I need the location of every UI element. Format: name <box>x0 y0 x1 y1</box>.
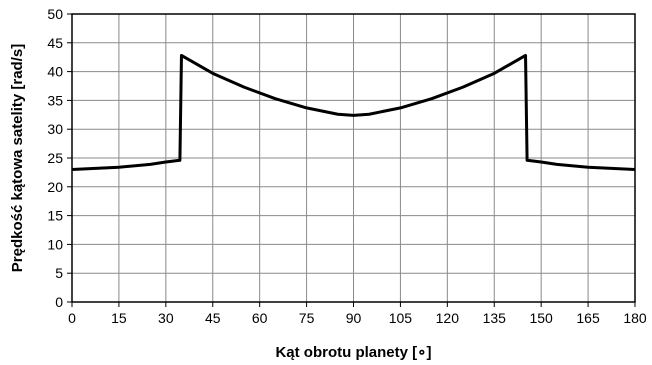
x-tick-label: 75 <box>299 310 315 326</box>
x-tick-label: 45 <box>205 310 221 326</box>
y-tick-label: 0 <box>55 294 63 310</box>
y-axis-title: Prędkość kątowa satelity [rad/s] <box>9 44 26 272</box>
x-axis-title: Kąt obrotu planety [∘] <box>275 344 431 361</box>
y-axis-ticks: 0 5 10 15 20 25 30 35 40 45 50 <box>47 6 72 310</box>
y-tick-label: 45 <box>47 35 63 51</box>
series-line <box>71 53 636 172</box>
y-tick-label: 35 <box>47 92 63 108</box>
y-tick-label: 50 <box>47 6 63 22</box>
x-tick-label: 15 <box>111 310 127 326</box>
x-tick-label: 180 <box>623 310 647 326</box>
x-tick-label: 150 <box>529 310 553 326</box>
x-tick-label: 120 <box>436 310 460 326</box>
x-tick-label: 90 <box>346 310 362 326</box>
x-tick-label: 165 <box>576 310 600 326</box>
y-tick-label: 10 <box>47 236 63 252</box>
y-tick-label: 25 <box>47 150 63 166</box>
x-tick-label: 135 <box>483 310 507 326</box>
grid-lines <box>71 13 636 303</box>
x-tick-label: 0 <box>68 310 76 326</box>
y-tick-label: 40 <box>47 64 63 80</box>
x-axis-ticks: 0 15 30 45 60 75 90 105 120 135 150 165 180 <box>68 302 647 326</box>
x-tick-label: 60 <box>252 310 268 326</box>
y-tick-label: 20 <box>47 179 63 195</box>
y-tick-label: 15 <box>47 208 63 224</box>
x-tick-label: 30 <box>158 310 174 326</box>
y-tick-label: 5 <box>55 265 63 281</box>
y-tick-label: 30 <box>47 121 63 137</box>
x-tick-label: 105 <box>389 310 413 326</box>
